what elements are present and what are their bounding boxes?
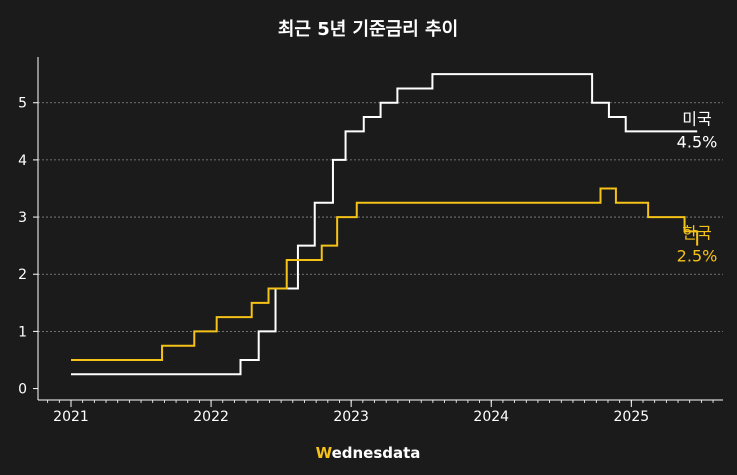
grid-lines xyxy=(38,102,723,332)
axes: 0 1 2 3 4 5 2021 2022 2023 2024 2025 xyxy=(18,57,723,425)
series-line-us xyxy=(71,73,698,376)
series-name-us: 미국 xyxy=(682,109,711,128)
chart-title: 최근 5년 기준금리 추이 xyxy=(278,19,458,40)
y-tick-label-3: 3 xyxy=(18,210,27,226)
series-group xyxy=(71,73,699,376)
series-value-kr: 2.5% xyxy=(677,247,718,266)
y-tick-label-4: 4 xyxy=(18,153,27,169)
end-labels: 미국 4.5% 한국 2.5% xyxy=(677,109,718,265)
brand-logo: Wednesdata xyxy=(316,444,421,462)
series-name-kr: 한국 xyxy=(682,224,711,243)
x-tick-label-2021: 2021 xyxy=(53,409,89,425)
y-tick-label-5: 5 xyxy=(18,96,27,112)
y-tick-label-2: 2 xyxy=(18,267,27,283)
x-tick-label-2025: 2025 xyxy=(614,409,650,425)
x-tick-label-2024: 2024 xyxy=(473,409,509,425)
series-value-us: 4.5% xyxy=(677,132,718,151)
y-tick-label-0: 0 xyxy=(18,382,27,398)
x-tick-label-2023: 2023 xyxy=(333,409,369,425)
y-tick-label-1: 1 xyxy=(18,324,27,340)
brand-text: Wednesdata xyxy=(316,444,421,462)
series-line-kr xyxy=(71,187,699,361)
x-tick-label-2022: 2022 xyxy=(193,409,229,425)
